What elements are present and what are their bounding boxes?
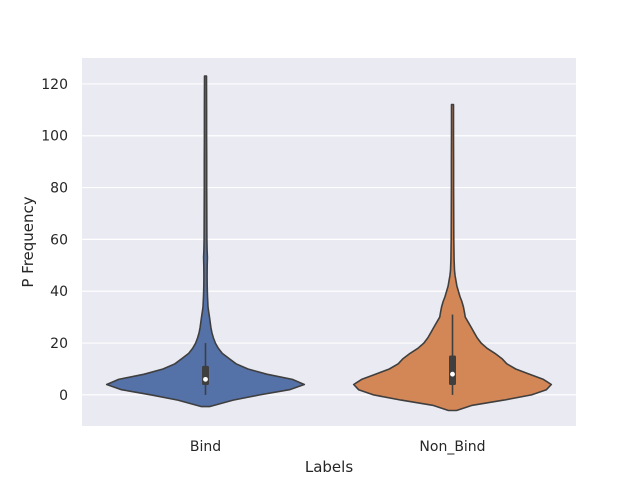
y-tick-label: 40 bbox=[50, 284, 68, 300]
x-axis-label: Labels bbox=[305, 458, 353, 476]
violin-bind bbox=[105, 75, 306, 408]
y-axis-label: P Frequency bbox=[19, 196, 37, 287]
y-tick-label: 100 bbox=[41, 129, 68, 145]
violin-body bbox=[105, 75, 306, 408]
y-tick-label: 0 bbox=[59, 388, 68, 404]
y-tick-labels: 0 20 40 60 80 100 120 bbox=[41, 77, 68, 404]
quartile-box bbox=[449, 355, 456, 386]
median-point bbox=[203, 376, 208, 382]
x-tick-label: Bind bbox=[190, 439, 221, 455]
violin-non_bind bbox=[352, 103, 553, 412]
x-tick-labels: Bind Non_Bind bbox=[190, 439, 486, 455]
y-tick-label: 80 bbox=[50, 181, 68, 197]
violins bbox=[105, 75, 553, 412]
x-tick-label: Non_Bind bbox=[419, 439, 485, 455]
quartile-box bbox=[202, 365, 209, 386]
median-point bbox=[450, 371, 455, 377]
y-tick-label: 120 bbox=[41, 77, 68, 93]
y-tick-label: 60 bbox=[50, 232, 68, 248]
y-tick-label: 20 bbox=[50, 336, 68, 352]
violin-body bbox=[352, 103, 553, 412]
